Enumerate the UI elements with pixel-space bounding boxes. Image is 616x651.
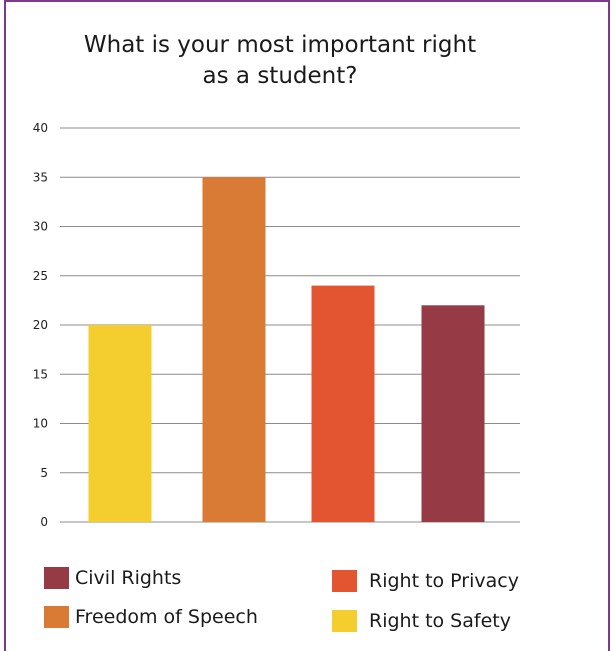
bar <box>311 285 375 522</box>
legend-item-right-to-safety: Right to Safety <box>332 610 511 632</box>
bar <box>88 325 152 522</box>
legend-label: Right to Privacy <box>369 570 519 592</box>
y-tick-label: 30 <box>33 220 48 234</box>
legend-swatch <box>44 606 69 628</box>
legend-item-civil-rights: Civil Rights <box>44 567 181 589</box>
y-tick-label: 40 <box>33 121 48 135</box>
y-tick-label: 5 <box>40 466 48 480</box>
legend-label: Civil Rights <box>75 567 182 589</box>
y-tick-label: 0 <box>40 515 48 529</box>
chart-title: What is your most important right as a s… <box>83 32 477 89</box>
y-tick-label: 25 <box>33 269 48 283</box>
bar <box>202 177 266 522</box>
y-tick-label: 20 <box>33 318 48 332</box>
legend-swatch <box>332 570 357 592</box>
legend-item-freedom-of-speech: Freedom of Speech <box>44 606 258 628</box>
legend-label: Freedom of Speech <box>75 606 258 628</box>
legend-item-right-to-privacy: Right to Privacy <box>332 570 519 592</box>
legend-label: Right to Safety <box>369 610 511 632</box>
y-tick-label: 15 <box>33 367 48 381</box>
bar <box>421 305 485 522</box>
y-tick-label: 35 <box>33 170 48 184</box>
legend-swatch <box>332 610 357 632</box>
y-tick-label: 10 <box>33 417 48 431</box>
legend-swatch <box>44 567 69 589</box>
